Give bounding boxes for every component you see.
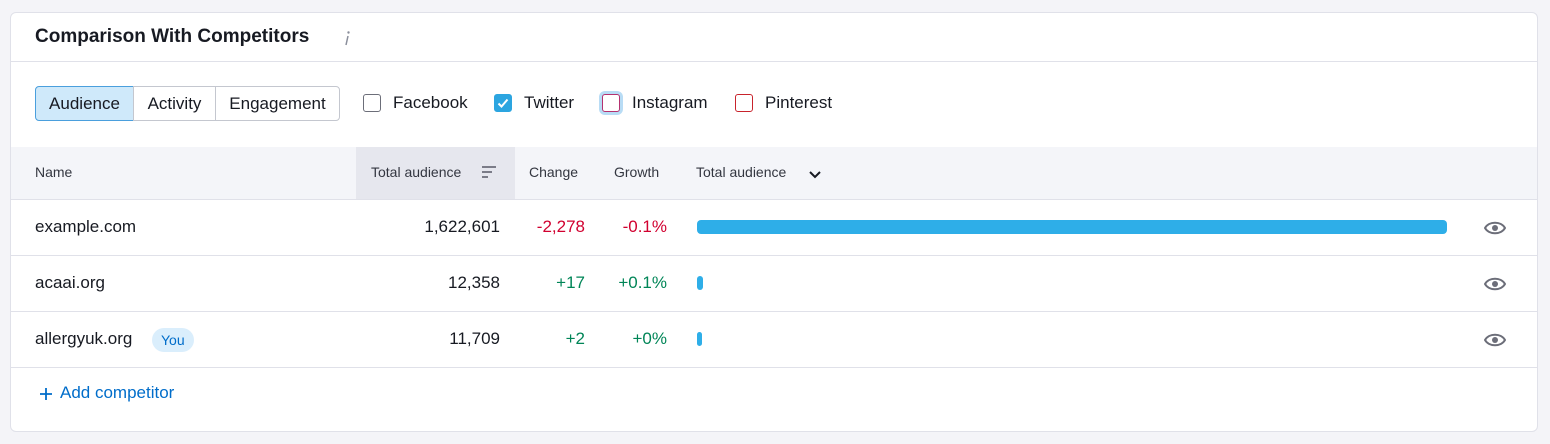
sorted-column bbox=[356, 147, 515, 199]
column-header[interactable]: Total audience bbox=[696, 164, 787, 180]
total-audience: 11,709 bbox=[449, 329, 500, 348]
checkbox[interactable] bbox=[494, 94, 512, 112]
plus-icon[interactable] bbox=[39, 387, 53, 401]
column-header[interactable]: Growth bbox=[614, 164, 660, 180]
audience-bar bbox=[697, 276, 703, 290]
tab[interactable]: Audience bbox=[35, 86, 134, 121]
column-header[interactable]: Change bbox=[529, 164, 579, 180]
checkbox[interactable] bbox=[602, 94, 620, 112]
title: Comparison With Competitors bbox=[35, 26, 310, 47]
divider bbox=[11, 61, 1537, 62]
chevron-icon[interactable] bbox=[808, 167, 822, 185]
you-badge: You bbox=[152, 328, 194, 352]
row-divider bbox=[11, 255, 1537, 256]
checkbox-label[interactable]: Instagram bbox=[632, 93, 708, 112]
total-audience: 12,358 bbox=[448, 273, 500, 292]
tab[interactable]: Engagement bbox=[215, 86, 340, 121]
checkbox[interactable] bbox=[735, 94, 753, 112]
info-icon bbox=[345, 31, 350, 46]
row-name: allergyuk.org bbox=[35, 329, 133, 348]
card: Comparison With Competitors Add competit… bbox=[10, 12, 1538, 432]
row-divider bbox=[11, 311, 1537, 312]
growth: -0.1% bbox=[622, 217, 667, 236]
tab[interactable]: Activity bbox=[133, 86, 216, 121]
eye-icon[interactable] bbox=[1483, 220, 1507, 241]
change: +2 bbox=[565, 329, 585, 348]
eye-icon[interactable] bbox=[1483, 332, 1507, 353]
change: +17 bbox=[556, 273, 585, 292]
column-header: Name bbox=[35, 164, 73, 180]
growth: +0.1% bbox=[618, 273, 667, 292]
checkbox-label[interactable]: Pinterest bbox=[765, 93, 833, 112]
add-competitor[interactable]: Add competitor bbox=[60, 383, 175, 402]
growth: +0% bbox=[632, 329, 668, 348]
checkbox[interactable] bbox=[363, 94, 381, 112]
eye-icon[interactable] bbox=[1483, 276, 1507, 297]
row-divider bbox=[11, 367, 1537, 368]
change: -2,278 bbox=[536, 217, 585, 236]
row-name: example.com bbox=[35, 217, 137, 236]
table-header bbox=[11, 147, 1537, 200]
checkbox-label[interactable]: Facebook bbox=[393, 93, 468, 112]
row-name: acaai.org bbox=[35, 273, 105, 292]
audience-bar bbox=[697, 332, 703, 346]
checkbox-label[interactable]: Twitter bbox=[524, 93, 575, 112]
total-audience: 1,622,601 bbox=[424, 217, 500, 236]
column-header[interactable]: Total audience bbox=[371, 164, 462, 180]
audience-bar bbox=[697, 220, 1447, 234]
sort-icon bbox=[481, 165, 497, 184]
